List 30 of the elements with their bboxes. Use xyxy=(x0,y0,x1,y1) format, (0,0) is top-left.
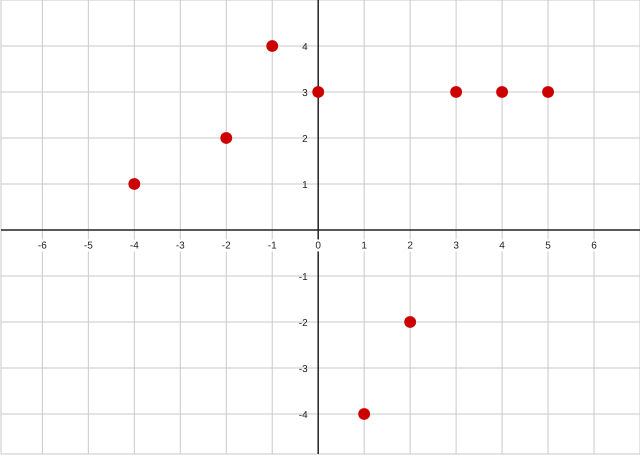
y-tick-label: -4 xyxy=(298,410,308,421)
x-tick-label: 4 xyxy=(499,240,506,252)
point xyxy=(450,86,462,98)
x-tick-label: -6 xyxy=(38,240,48,252)
point xyxy=(220,132,232,144)
y-tick-label: 1 xyxy=(302,180,308,191)
x-tick-label: -2 xyxy=(222,240,232,252)
point xyxy=(404,316,416,328)
x-tick-label: 6 xyxy=(591,240,598,252)
y-tick-label: 4 xyxy=(302,42,308,53)
point xyxy=(266,40,278,52)
point xyxy=(312,86,324,98)
x-tick-label: -3 xyxy=(176,240,186,252)
x-tick-label: 0 xyxy=(315,240,322,252)
point xyxy=(542,86,554,98)
x-tick-label: 1 xyxy=(361,240,368,252)
x-tick-label: 3 xyxy=(453,240,460,252)
x-tick-label: -4 xyxy=(130,240,140,252)
x-tick-label: 5 xyxy=(545,240,552,252)
y-tick-label: 3 xyxy=(302,88,308,99)
y-tick-label: -2 xyxy=(298,318,308,329)
x-tick-label: -1 xyxy=(268,240,278,252)
x-tick-label: -5 xyxy=(84,240,94,252)
y-tick-label: -3 xyxy=(298,364,308,375)
point xyxy=(358,408,370,420)
y-tick-label: -1 xyxy=(298,272,308,283)
y-tick-label: 2 xyxy=(302,134,308,145)
point xyxy=(128,178,140,190)
x-tick-label: 2 xyxy=(407,240,414,252)
point xyxy=(496,86,508,98)
